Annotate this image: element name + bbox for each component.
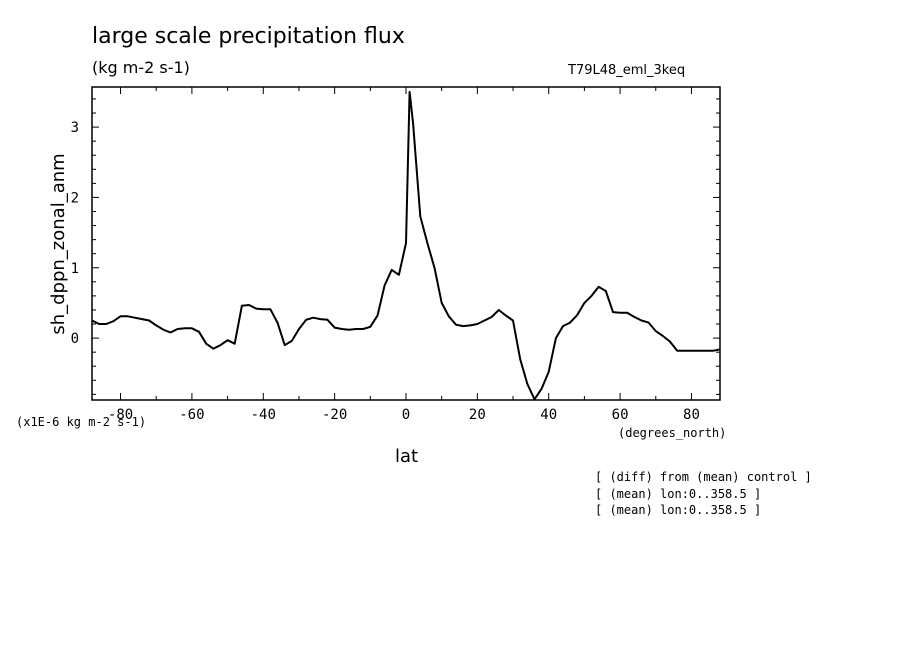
x-tick-label: 20 bbox=[469, 407, 486, 423]
y-tick-label: 1 bbox=[71, 261, 79, 277]
chart-title: large scale precipitation flux bbox=[92, 24, 405, 49]
y-axis-label: sh_dppn_zonal_anm bbox=[48, 153, 69, 334]
chart-units-subtitle: (kg m-2 s-1) bbox=[92, 58, 190, 77]
series-line bbox=[91, 90, 721, 401]
x-tick-label: -60 bbox=[179, 407, 204, 423]
experiment-label: T79L48_eml_3keq bbox=[568, 63, 686, 78]
x-tick-label: 40 bbox=[540, 407, 557, 423]
x-axis-label: lat bbox=[395, 446, 419, 467]
note-line-1: [ (diff) from (mean) control ] bbox=[595, 470, 812, 484]
note-line-2: [ (mean) lon:0..358.5 ] bbox=[595, 487, 762, 501]
x-axis-units: (degrees_north) bbox=[618, 426, 727, 440]
y-tick-label: 0 bbox=[71, 331, 79, 347]
y-tick-label: 3 bbox=[71, 120, 79, 136]
x-tick-label: -40 bbox=[251, 407, 276, 423]
x-tick-label: -80 bbox=[108, 407, 133, 423]
x-tick-label: 0 bbox=[402, 407, 410, 423]
note-line-3: [ (mean) lon:0..358.5 ] bbox=[595, 503, 762, 517]
x-tick-label: 80 bbox=[683, 407, 700, 423]
y-axis-units: (x1E-6 kg m-2 s-1) bbox=[16, 415, 147, 429]
x-tick-label: 60 bbox=[612, 407, 629, 423]
y-tick-label: 2 bbox=[71, 190, 79, 206]
x-tick-label: -20 bbox=[322, 407, 347, 423]
